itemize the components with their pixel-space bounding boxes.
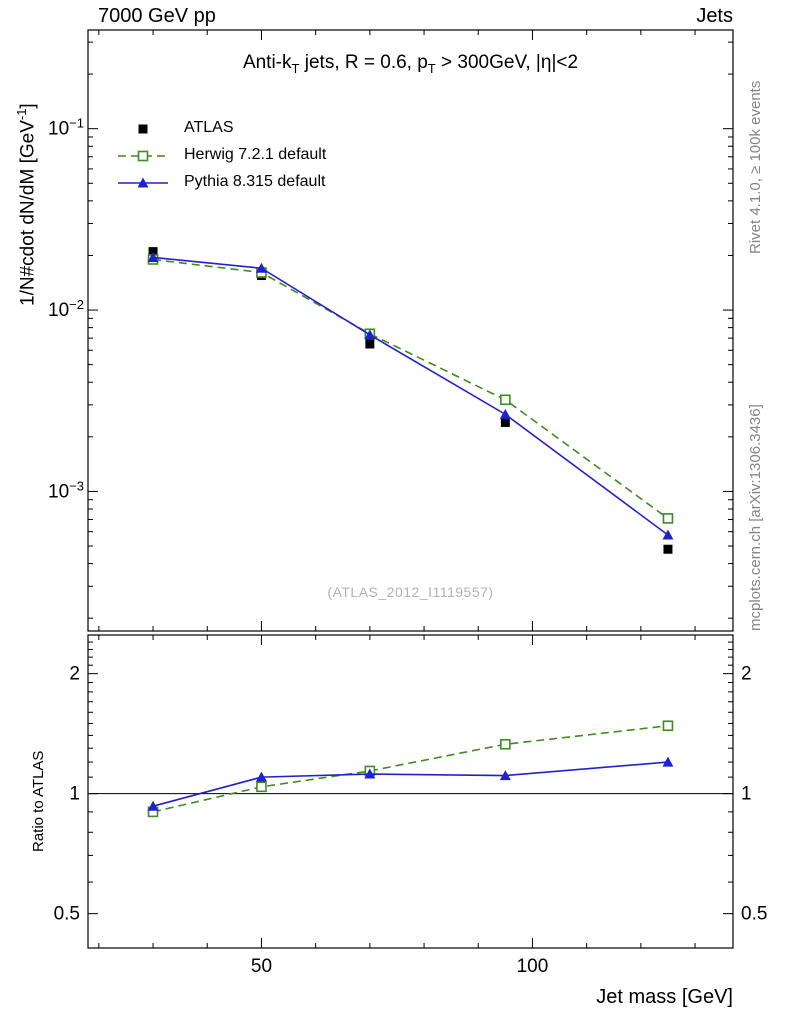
legend-label-atlas: ATLAS [184, 119, 234, 136]
herwig-marker-ratio [256, 781, 267, 793]
y-tick-label: 10−1 [48, 116, 84, 140]
pythia-marker-main [147, 251, 159, 262]
y-label-close: ] [17, 103, 39, 109]
pythia-marker-ratio [499, 770, 511, 781]
x-axis-label: Jet mass [GeV] [596, 986, 733, 1008]
x-tick-label: 50 [251, 956, 272, 977]
pythia-line-ratio [152, 761, 669, 807]
ratio-tick-label-left: 1 [69, 784, 80, 805]
herwig-marker-main [662, 513, 674, 524]
rivet-version-text: Rivet 4.1.0, ≥ 100k events [747, 80, 764, 254]
legend-label-pythia: Pythia 8.315 default [184, 173, 326, 190]
title-sub-2: T [427, 60, 436, 76]
pythia-legend-marker-icon [137, 177, 149, 188]
ratio-panel-frame [87, 634, 734, 949]
herwig-marker-ratio [662, 720, 674, 732]
pythia-marker-ratio [662, 756, 674, 767]
y-axis-label: 1/N#cdot dN/dM [GeV-1] [14, 103, 39, 306]
mcplots-reference-text: mcplots.cern.ch [arXiv:1306.3436] [747, 404, 764, 631]
pythia-marker-ratio [255, 771, 267, 782]
atlas-legend-marker-icon [138, 124, 148, 134]
ratio-tick-label-right: 1 [741, 784, 752, 805]
pythia-marker-main [499, 408, 511, 419]
herwig-marker-ratio [500, 738, 511, 750]
pythia-marker-main [364, 329, 376, 340]
analysis-id-watermark: (ATLAS_2012_I1119557) [327, 584, 494, 600]
y-tick-label: 10−3 [48, 478, 84, 502]
y-label-sup: -1 [14, 108, 29, 121]
title-text-2: jets, R = 0.6, p [299, 52, 428, 73]
ratio-axis-label: Ratio to ATLAS [30, 750, 47, 852]
herwig-legend-marker-icon [137, 150, 149, 162]
atlas-marker-main [663, 544, 673, 554]
header-beam-energy: 7000 GeV pp [98, 5, 216, 27]
title-text-3: > 300GeV, |η|<2 [435, 52, 579, 73]
ratio-tick-label-left: 0.5 [54, 904, 80, 925]
x-tick-label: 100 [517, 956, 549, 977]
ratio-tick-label-left: 2 [69, 664, 80, 685]
header-analysis-group: Jets [696, 5, 733, 27]
herwig-line-main [152, 258, 669, 520]
title-sub-1: T [291, 60, 300, 76]
ratio-tick-label-right: 2 [741, 664, 752, 685]
ratio-tick-label-right: 0.5 [741, 904, 767, 925]
pythia-marker-ratio [364, 768, 376, 779]
atlas-marker-main [148, 247, 158, 257]
y-tick-label: 10−2 [48, 297, 84, 321]
pythia-line-main [152, 256, 669, 536]
pythia-marker-main [255, 262, 267, 273]
plot-title: Anti-kT jets, R = 0.6, pT > 300GeV, |η|<… [88, 52, 733, 76]
legend-label-herwig: Herwig 7.2.1 default [184, 146, 327, 163]
herwig-marker-main [500, 394, 511, 406]
atlas-marker-main [365, 339, 375, 349]
top-panel-frame [87, 29, 734, 632]
y-label-main: 1/N#cdot dN/dM [GeV [17, 120, 39, 306]
atlas-marker-main [500, 417, 510, 427]
title-text-1: Anti-k [242, 52, 292, 73]
pythia-marker-main [662, 529, 674, 540]
pythia-marker-ratio [147, 800, 159, 811]
